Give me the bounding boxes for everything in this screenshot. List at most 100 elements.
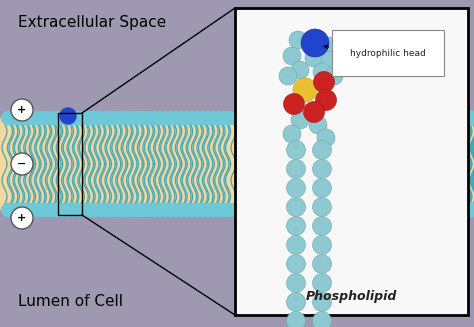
Circle shape [312, 292, 331, 312]
Circle shape [11, 207, 33, 229]
Circle shape [28, 112, 42, 125]
Circle shape [169, 203, 182, 216]
Text: −: − [18, 159, 27, 169]
Circle shape [153, 112, 166, 125]
Circle shape [72, 203, 85, 216]
Circle shape [186, 203, 199, 216]
Circle shape [286, 254, 306, 273]
Circle shape [137, 112, 150, 125]
Circle shape [120, 112, 134, 125]
Circle shape [115, 203, 128, 216]
Circle shape [303, 101, 325, 123]
Circle shape [312, 254, 331, 273]
Circle shape [164, 203, 177, 216]
Circle shape [18, 203, 31, 216]
Circle shape [142, 203, 155, 216]
Circle shape [207, 112, 220, 125]
Circle shape [286, 160, 306, 179]
Circle shape [45, 203, 58, 216]
Circle shape [305, 49, 323, 67]
Circle shape [321, 51, 339, 69]
Circle shape [317, 129, 335, 147]
Circle shape [55, 112, 69, 125]
Circle shape [115, 112, 128, 125]
Circle shape [148, 203, 161, 216]
Circle shape [131, 203, 145, 216]
Circle shape [12, 112, 25, 125]
Circle shape [291, 61, 309, 79]
Circle shape [83, 203, 96, 216]
Circle shape [77, 112, 91, 125]
Circle shape [148, 112, 161, 125]
Circle shape [224, 203, 237, 216]
Circle shape [286, 141, 306, 160]
Circle shape [191, 203, 204, 216]
Circle shape [218, 112, 231, 125]
Circle shape [137, 203, 150, 216]
Circle shape [313, 72, 335, 93]
Circle shape [34, 112, 47, 125]
Circle shape [7, 203, 20, 216]
Circle shape [463, 203, 474, 216]
Circle shape [465, 203, 474, 216]
Circle shape [283, 125, 301, 143]
Circle shape [50, 203, 63, 216]
Circle shape [286, 216, 306, 235]
Circle shape [218, 203, 231, 216]
Circle shape [312, 160, 331, 179]
Circle shape [286, 312, 306, 327]
Circle shape [164, 112, 177, 125]
Circle shape [104, 203, 118, 216]
Text: hydrophilic head: hydrophilic head [324, 45, 426, 58]
Circle shape [312, 216, 331, 235]
Bar [58, 113, 82, 215]
Circle shape [110, 112, 123, 125]
Circle shape [463, 112, 474, 125]
Circle shape [142, 112, 155, 125]
Circle shape [55, 203, 69, 216]
Circle shape [104, 112, 118, 125]
Circle shape [77, 203, 91, 216]
Circle shape [99, 203, 112, 216]
Circle shape [465, 112, 474, 125]
Circle shape [93, 112, 107, 125]
Circle shape [23, 112, 36, 125]
Circle shape [312, 179, 331, 198]
Circle shape [464, 112, 474, 125]
Circle shape [465, 112, 474, 125]
Circle shape [120, 203, 134, 216]
Circle shape [283, 94, 304, 114]
Circle shape [126, 203, 139, 216]
Circle shape [312, 235, 331, 254]
Circle shape [180, 112, 193, 125]
Circle shape [66, 112, 80, 125]
Circle shape [158, 203, 172, 216]
Circle shape [466, 203, 474, 216]
Circle shape [83, 112, 96, 125]
Circle shape [202, 203, 215, 216]
Circle shape [11, 153, 33, 175]
Circle shape [60, 108, 76, 124]
Circle shape [93, 203, 107, 216]
Circle shape [180, 203, 193, 216]
Circle shape [286, 235, 306, 254]
Circle shape [1, 112, 15, 125]
Circle shape [99, 112, 112, 125]
Circle shape [1, 203, 15, 216]
Circle shape [12, 203, 25, 216]
Circle shape [169, 112, 182, 125]
Circle shape [66, 203, 80, 216]
Circle shape [283, 47, 301, 65]
Circle shape [286, 273, 306, 292]
Circle shape [463, 112, 474, 125]
Circle shape [312, 198, 331, 216]
Circle shape [313, 63, 331, 81]
Circle shape [191, 112, 204, 125]
Circle shape [319, 37, 337, 55]
Circle shape [289, 31, 307, 49]
Circle shape [186, 112, 199, 125]
Circle shape [286, 179, 306, 198]
Circle shape [196, 112, 210, 125]
Circle shape [88, 112, 101, 125]
Circle shape [45, 112, 58, 125]
